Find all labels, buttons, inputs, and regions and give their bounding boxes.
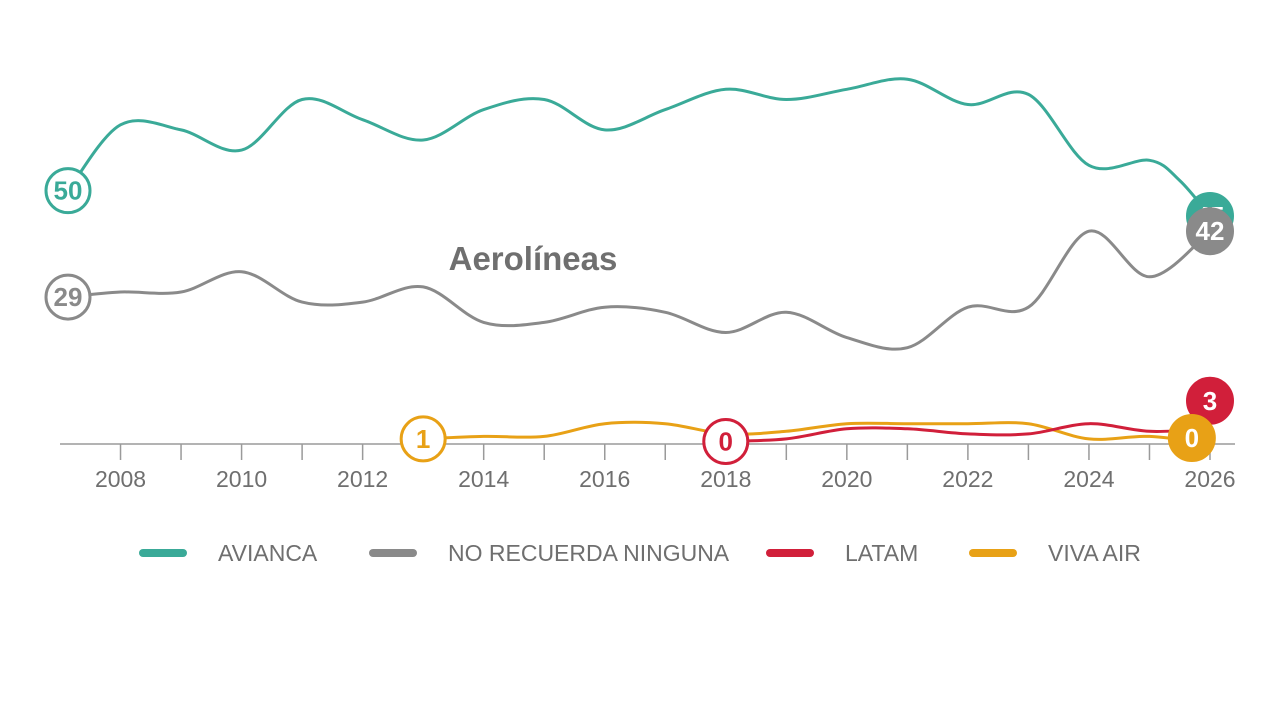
x-tick-label: 2008 — [95, 466, 146, 492]
start-marker-latam: 0 — [702, 417, 750, 465]
x-tick-label: 2020 — [821, 466, 872, 492]
start-marker-no-recuerda-ninguna: 29 — [44, 273, 92, 321]
legend-label: NO RECUERDA NINGUNA — [448, 540, 730, 566]
start-value-label: 50 — [54, 176, 83, 206]
x-axis: 2008 2010 2012 2014 2016 2018 2020 2022 2024 2026 — [60, 443, 1236, 492]
legend: AVIANCA NO RECUERDA NINGUNA LATAM VIVA AIR — [139, 540, 1141, 566]
legend-label: VIVA AIR — [1048, 540, 1141, 566]
series-line-viva-air — [421, 420, 1212, 446]
end-marker-no-recuerda-ninguna: 42 — [1186, 207, 1234, 256]
start-value-label: 29 — [54, 282, 83, 312]
legend-item-no-recuerda-ninguna: NO RECUERDA NINGUNA — [369, 540, 730, 566]
x-tick-label: 2026 — [1184, 466, 1235, 492]
x-tick-label: 2014 — [458, 466, 509, 492]
series-line-avianca — [66, 77, 1212, 218]
legend-item-avianca: AVIANCA — [139, 540, 318, 566]
x-tick-label: 2010 — [216, 466, 267, 492]
legend-label: AVIANCA — [218, 540, 318, 566]
series-line-latam — [724, 422, 1212, 443]
end-value-label: 0 — [1185, 423, 1199, 453]
series-lines — [66, 77, 1212, 446]
x-tick-label: 2018 — [700, 466, 751, 492]
series-line-no-recuerda-ninguna — [66, 229, 1212, 351]
end-value-label: 42 — [1196, 216, 1225, 246]
legend-item-latam: LATAM — [766, 540, 918, 566]
x-tick-label: 2016 — [579, 466, 630, 492]
legend-item-viva-air: VIVA AIR — [969, 540, 1141, 566]
end-value-label: 3 — [1203, 386, 1217, 416]
chart-title: Aerolíneas — [449, 240, 618, 277]
start-marker-viva-air: 1 — [399, 415, 447, 463]
x-tick-label: 2024 — [1063, 466, 1114, 492]
start-marker-avianca: 50 — [44, 167, 92, 215]
end-marker-viva-air: 0 — [1167, 414, 1216, 462]
start-value-label: 1 — [416, 424, 430, 454]
x-tick-label: 2012 — [337, 466, 388, 492]
x-tick-label: 2022 — [942, 466, 993, 492]
end-marker-latam: 3 — [1186, 376, 1234, 425]
legend-label: LATAM — [845, 540, 918, 566]
start-value-label: 0 — [719, 426, 733, 456]
series-markers: 504529420310 — [44, 167, 1234, 465]
